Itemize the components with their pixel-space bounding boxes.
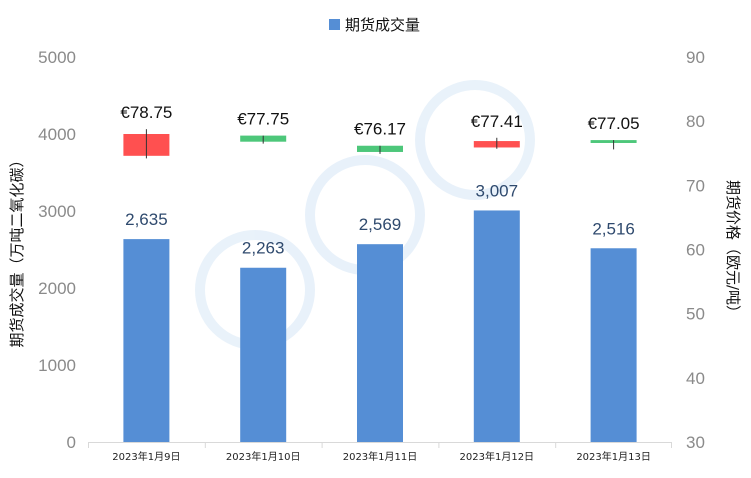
y-axis-title: 期货成交量（万吨二氧化碳） <box>8 152 26 347</box>
price-labels: €78.75 €77.75 €76.17 €77.41 €77.05 <box>120 103 639 139</box>
y-axis-right-title: 期货价格（欧元/吨） <box>724 180 742 320</box>
x-tick-label: 2023年1月13日 <box>576 450 651 463</box>
bar <box>240 267 287 442</box>
price-label: €78.75 <box>120 103 172 122</box>
y-right-tick-label: 60 <box>686 241 705 260</box>
y-right-tick-label: 80 <box>686 112 705 131</box>
y-right-tick-label: 30 <box>686 433 705 452</box>
y-tick-label: 2000 <box>38 279 76 298</box>
bar <box>590 248 637 442</box>
y-right-tick-label: 90 <box>686 48 705 67</box>
y-tick-label: 4000 <box>38 125 76 144</box>
x-axis: 2023年1月9日 2023年1月10日 2023年1月11日 2023年1月12日 2… <box>88 442 672 463</box>
y-right-tick-label: 40 <box>686 369 705 388</box>
bars <box>123 210 637 442</box>
y-tick-label: 1000 <box>38 356 76 375</box>
y-tick-label: 5000 <box>38 48 76 67</box>
y-tick-label: 3000 <box>38 202 76 221</box>
bar <box>473 210 520 442</box>
price-label: €77.05 <box>588 114 640 133</box>
x-tick-label: 2023年1月10日 <box>226 450 301 463</box>
price-label: €77.41 <box>471 112 523 131</box>
legend-label: 期货成交量 <box>345 16 420 34</box>
bar-data-label: 2,516 <box>592 219 635 238</box>
x-tick-label: 2023年1月12日 <box>460 450 535 463</box>
legend-swatch <box>329 19 340 30</box>
bar-labels: 2,635 2,263 2,569 3,007 2,516 <box>125 181 635 257</box>
x-tick-label: 2023年1月11日 <box>343 450 418 463</box>
bar-data-label: 3,007 <box>476 181 519 200</box>
legend: 期货成交量 <box>329 16 420 34</box>
y-right-tick-label: 70 <box>686 176 705 195</box>
y-right-tick-label: 50 <box>686 305 705 324</box>
price-label: €77.75 <box>237 110 289 129</box>
price-label: €76.17 <box>354 120 406 139</box>
price-candles <box>123 129 637 159</box>
bar <box>357 244 403 442</box>
bar-data-label: 2,635 <box>125 210 168 229</box>
x-tick-label: 2023年1月9日 <box>112 450 180 463</box>
y-axis-left: 0 1000 2000 3000 4000 5000 <box>38 48 76 452</box>
y-tick-label: 0 <box>67 433 76 452</box>
bar-data-label: 2,263 <box>242 239 285 258</box>
y-axis-right: 30 40 50 60 70 80 90 <box>686 48 705 452</box>
bar-data-label: 2,569 <box>359 215 402 234</box>
bar <box>123 239 170 442</box>
